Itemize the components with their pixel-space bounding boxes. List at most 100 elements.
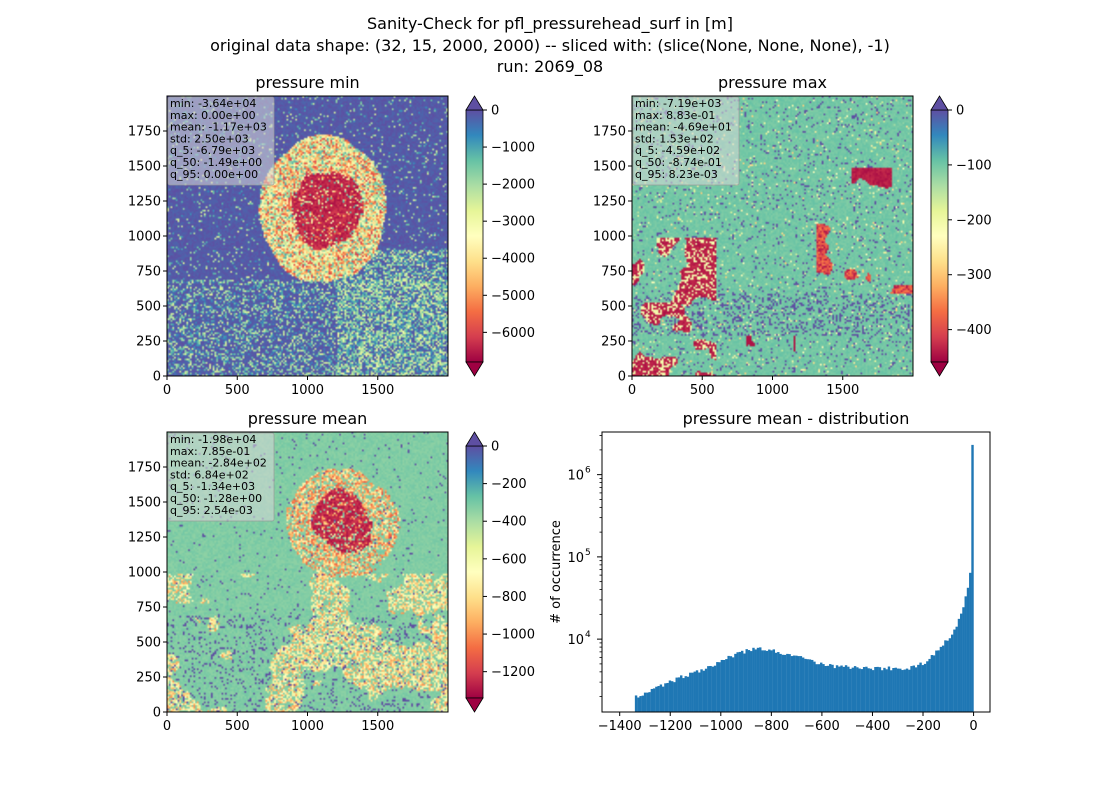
histogram-bar [743, 653, 746, 712]
histogram-bar [858, 668, 861, 712]
histogram-bar [637, 697, 640, 712]
histogram-bar [813, 661, 816, 712]
histogram-bar [887, 666, 891, 712]
histogram-bar [950, 634, 954, 712]
histogram-bar [736, 652, 739, 712]
histogram-bar [969, 572, 972, 712]
colorbar-tick-label: −200 [491, 477, 527, 492]
y-tick-exponent: 4 [585, 630, 591, 640]
histogram-bar [661, 686, 665, 712]
stats-line: q_5: -6.79e+03 [170, 144, 255, 157]
colorbar-extend-bottom [930, 361, 949, 377]
stats-line: max: 0.00e+00 [170, 109, 256, 122]
histogram-bar [752, 647, 755, 712]
histogram-bar [964, 596, 967, 712]
histogram-bar [892, 667, 895, 712]
histogram-bar [650, 688, 654, 712]
colorbar-tick-label: −800 [491, 590, 527, 605]
histogram-bar [853, 666, 857, 712]
histogram-bar [905, 668, 909, 712]
histogram-bar [657, 685, 660, 712]
histogram-bar [921, 665, 925, 712]
stats-line: q_95: 8.23e-03 [635, 168, 718, 181]
histogram-bar [792, 655, 796, 712]
histogram-bar [770, 650, 773, 712]
histogram-bar [765, 650, 769, 712]
y-tick-exponent: 6 [585, 466, 591, 476]
x-tick-label: 500 [690, 383, 715, 398]
histogram-bar [815, 664, 818, 712]
histogram-bar [774, 652, 778, 712]
histogram-bar [896, 668, 900, 712]
histogram-bar [808, 659, 812, 712]
histogram-bar [772, 649, 776, 712]
colorbar-tick-label: −400 [491, 515, 527, 530]
x-tick-label: −400 [855, 719, 891, 734]
stats-line: min: -7.19e+03 [635, 97, 721, 110]
y-tick-label: 10 [567, 469, 584, 484]
colorbar-tick-label: −1000 [491, 141, 535, 156]
histogram-bar [801, 657, 805, 712]
histogram-bar [738, 651, 742, 712]
histogram-bar [804, 658, 807, 712]
y-tick-label: 10 [567, 633, 584, 648]
histogram-bar [962, 607, 965, 712]
colorbar-extend-top [930, 95, 949, 111]
colorbar-tick-label: −4000 [491, 252, 535, 267]
y-tick-label: 1500 [128, 496, 161, 511]
stats-box [167, 96, 275, 186]
histogram-bar [700, 669, 703, 712]
x-tick-label: 0 [969, 719, 977, 734]
histogram-bar [917, 664, 920, 712]
y-tick-label: 1000 [128, 566, 161, 581]
panel-title: pressure max [718, 73, 827, 92]
histogram-bar [750, 651, 753, 712]
histogram-bar [842, 666, 846, 712]
y-tick-exponent: 5 [585, 548, 591, 558]
histogram-bar [806, 659, 809, 712]
histogram-bar [731, 657, 735, 712]
y-tick-label: 250 [136, 335, 161, 350]
histogram-bar [754, 649, 757, 712]
histogram-bar [829, 664, 832, 712]
histogram-bar [689, 672, 692, 712]
histogram-bar [707, 666, 710, 712]
x-tick-label: 0 [163, 383, 171, 398]
histogram-bar [641, 695, 645, 712]
colorbar-tick-label: −1000 [491, 628, 535, 643]
colorbar-tick-label: −300 [956, 268, 992, 283]
x-tick-label: 1500 [361, 383, 394, 398]
y-tick-label: 1250 [128, 195, 161, 210]
stats-line: q_5: -1.34e+03 [170, 480, 255, 493]
histogram-bar [680, 675, 683, 712]
x-tick-label: −200 [905, 719, 941, 734]
histogram-bar [761, 650, 764, 712]
histogram-bar [740, 650, 744, 712]
histogram-bar [955, 626, 958, 712]
colorbar-tick-label: −6000 [491, 326, 535, 341]
histogram-bar [673, 682, 676, 712]
y-tick-label: 750 [136, 265, 161, 280]
colorbar-tick-label: −100 [956, 158, 992, 173]
y-tick-label: 1000 [128, 230, 161, 245]
histogram-bar [659, 684, 663, 712]
histogram-bar [666, 682, 669, 712]
histogram-bar [722, 660, 726, 712]
histogram-bar [871, 670, 875, 712]
histogram-bar [643, 692, 647, 712]
stats-line: q_5: -4.59e+02 [635, 144, 720, 157]
histogram-bar [966, 587, 970, 712]
histogram-bar [860, 669, 864, 712]
y-tick-label: 1750 [593, 125, 626, 140]
histogram-bar [844, 665, 848, 712]
x-tick-label: −800 [753, 719, 789, 734]
colorbar-extend-bottom [465, 697, 484, 713]
x-tick-label: −1400 [598, 719, 642, 734]
stats-line: mean: -2.84e+02 [170, 457, 267, 470]
y-tick-label: 750 [601, 265, 626, 280]
histogram-bar [903, 669, 906, 712]
stats-line: max: 8.83e-01 [635, 109, 715, 122]
histogram-bar [799, 656, 803, 712]
histogram-bar [919, 662, 922, 712]
histogram-bar [867, 668, 870, 712]
